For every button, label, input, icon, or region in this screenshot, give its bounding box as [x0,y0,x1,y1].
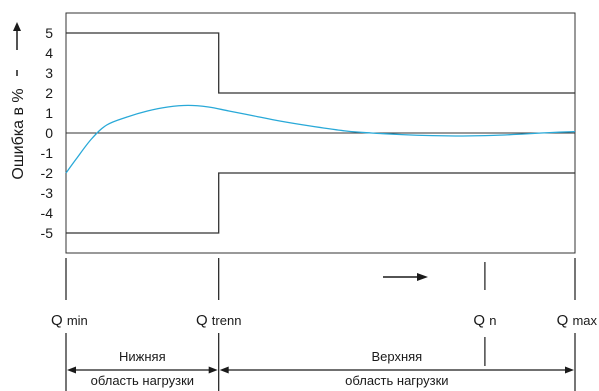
range-label-line2: область нагрузки [91,373,194,388]
y-tick-label: -1 [41,145,54,161]
range-label-line1: Верхняя [371,349,422,364]
range-arrow-left-icon [67,366,76,374]
y-tick-label: -4 [41,205,54,221]
range-label-line2: область нагрузки [345,373,448,388]
range-label-line1: Нижняя [119,349,166,364]
y-tick-label: 0 [45,125,53,141]
load-ranges: Нижняя область нагрузки Верхняя область наг… [67,349,574,388]
error-limit-lower [66,172,575,234]
y-axis-label: Ошибка в % [10,88,27,179]
q-marker-label: Q min [51,312,88,329]
q-marker-label: Q n [473,312,496,329]
y-tick-label: -2 [41,165,54,181]
q-markers: Q min Q trenn Q n Q max [51,258,597,391]
y-axis-title: Ошибка в % [10,22,27,180]
direction-arrow-icon [383,273,428,281]
range-arrow-right-icon [565,366,574,374]
range-arrow-right-icon [208,366,218,374]
series-line [65,104,576,174]
y-tick-label: 4 [45,45,53,61]
error-limit-upper [66,32,575,94]
y-tick-label: 1 [45,105,53,121]
q-marker-label: Q trenn [196,312,241,329]
y-tick-label: 2 [45,85,53,101]
q-marker-label: Q max [557,312,598,329]
y-tick-label: 5 [45,25,53,41]
error-limit-lines [66,32,575,234]
y-ticks: 5 4 3 2 1 0 -1 -2 -3 -4 -5 [41,25,54,241]
range-arrow-left-icon [219,366,229,374]
y-tick-label: -5 [41,225,54,241]
y-tick-label: -3 [41,185,54,201]
y-tick-label: 3 [45,65,53,81]
error-curves [65,104,576,174]
